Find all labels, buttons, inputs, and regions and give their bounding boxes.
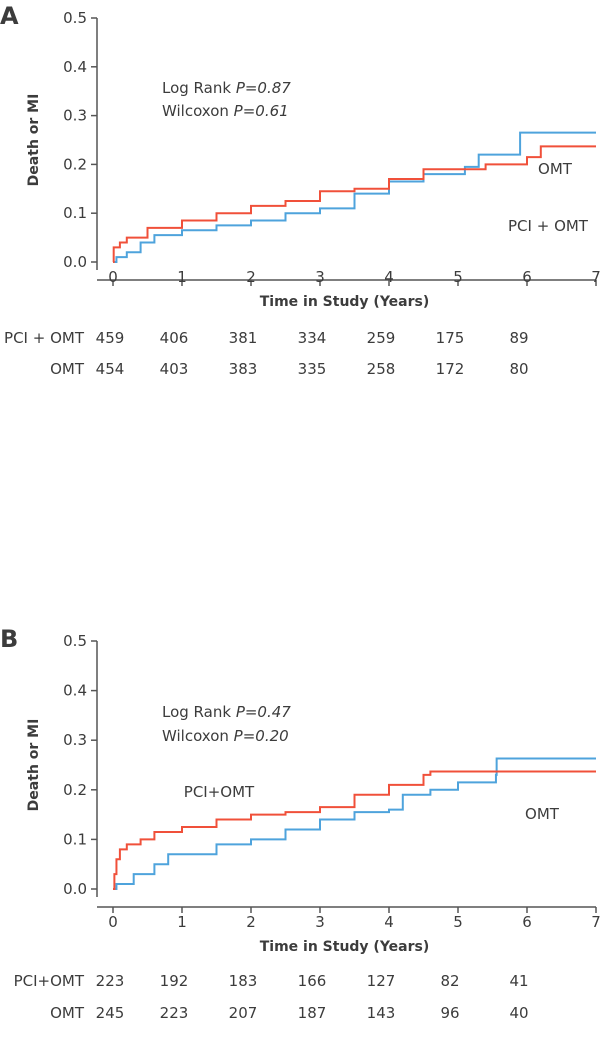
- stat-p-value: P=0.20: [234, 727, 289, 745]
- panel-a: A 0.0 0.1 0.2 0.3 0.4 0.5 0 1 2 3 4 5 6 7 Time in Study…: [0, 2, 601, 378]
- panel-label: A: [0, 2, 19, 30]
- x-tick-label: 5: [453, 913, 463, 931]
- risk-table-value: 245: [96, 1004, 125, 1022]
- risk-table-value: 166: [298, 972, 327, 990]
- risk-table-value: 172: [436, 360, 465, 378]
- risk-table-value: 223: [160, 1004, 189, 1022]
- risk-table-value: 192: [160, 972, 189, 990]
- x-tick-label: 2: [246, 268, 256, 286]
- x-tick-label: 2: [246, 913, 256, 931]
- x-tick-label: 5: [453, 268, 463, 286]
- risk-table-value: 207: [229, 1004, 258, 1022]
- series-line-omt: [113, 757, 596, 890]
- series-line-pci: [113, 770, 596, 890]
- x-tick-label: 0: [108, 913, 118, 931]
- risk-table-value: 187: [298, 1004, 327, 1022]
- risk-table-group: PCI+OMT: [14, 972, 85, 990]
- risk-table-value: 127: [367, 972, 396, 990]
- stat-p-value: P=0.61: [234, 102, 289, 120]
- stat-p-value: P=0.47: [236, 703, 291, 721]
- series-line-omt: [113, 131, 596, 263]
- risk-table-value: 259: [367, 329, 396, 347]
- y-tick-label: 0.4: [63, 682, 87, 700]
- y-axis-title: Death or MI: [26, 94, 42, 187]
- risk-table-value: 183: [229, 972, 258, 990]
- risk-table-value: 89: [509, 329, 528, 347]
- series-label-pci: PCI+OMT: [184, 783, 255, 801]
- x-tick-label: 3: [315, 268, 325, 286]
- series-label-pci: PCI + OMT: [508, 217, 589, 235]
- risk-table-value: 403: [160, 360, 189, 378]
- risk-table-value: 406: [160, 329, 189, 347]
- x-axis-title: Time in Study (Years): [260, 294, 430, 310]
- stat-label: Log Rank: [162, 79, 236, 97]
- y-tick-label: 0.2: [63, 781, 87, 799]
- risk-table-value: 383: [229, 360, 258, 378]
- risk-table-value: 41: [509, 972, 528, 990]
- stat-annotation: Wilcoxon P=0.61: [162, 102, 289, 120]
- series-label-omt: OMT: [525, 805, 560, 823]
- series-line-pci: [112, 145, 596, 263]
- x-tick-label: 7: [591, 913, 601, 931]
- stat-p-value: P=0.87: [236, 79, 291, 97]
- y-tick-label: 0.4: [63, 58, 87, 76]
- risk-table-value: 454: [96, 360, 125, 378]
- panel-label: B: [0, 625, 18, 653]
- stat-label: Wilcoxon: [162, 102, 234, 120]
- risk-table-group: OMT: [50, 1004, 85, 1022]
- risk-table-group: OMT: [50, 360, 85, 378]
- risk-table-value: 143: [367, 1004, 396, 1022]
- stat-label: Wilcoxon: [162, 727, 234, 745]
- y-tick-label: 0.3: [63, 107, 87, 125]
- x-tick-label: 1: [177, 913, 187, 931]
- x-tick-label: 6: [522, 268, 532, 286]
- x-tick-label: 1: [177, 268, 187, 286]
- risk-table-value: 82: [440, 972, 459, 990]
- risk-table-value: 223: [96, 972, 125, 990]
- stat-annotation: Log Rank P=0.47: [162, 703, 291, 721]
- risk-table-value: 381: [229, 329, 258, 347]
- panel-b: B 0.0 0.1 0.2 0.3 0.4 0.5 0 1 2 3 4 5 6 7 Time in Study…: [0, 625, 601, 1022]
- y-tick-label: 0.1: [63, 204, 87, 222]
- y-tick-label: 0.0: [63, 253, 87, 271]
- y-tick-label: 0.0: [63, 880, 87, 898]
- risk-table-value: 334: [298, 329, 327, 347]
- stat-label: Log Rank: [162, 703, 236, 721]
- risk-table-value: 335: [298, 360, 327, 378]
- risk-table-value: 80: [509, 360, 528, 378]
- series-label-omt: OMT: [538, 160, 573, 178]
- y-axis-title: Death or MI: [26, 719, 42, 812]
- y-tick-label: 0.3: [63, 731, 87, 749]
- stat-annotation: Log Rank P=0.87: [162, 79, 291, 97]
- x-tick-label: 6: [522, 913, 532, 931]
- risk-table-value: 40: [509, 1004, 528, 1022]
- y-tick-label: 0.5: [63, 632, 87, 650]
- y-tick-label: 0.1: [63, 830, 87, 848]
- stat-annotation: Wilcoxon P=0.20: [162, 727, 289, 745]
- y-tick-label: 0.2: [63, 155, 87, 173]
- x-tick-label: 4: [384, 268, 394, 286]
- x-axis-title: Time in Study (Years): [260, 939, 430, 955]
- risk-table-value: 175: [436, 329, 465, 347]
- risk-table-value: 96: [440, 1004, 459, 1022]
- x-tick-label: 7: [591, 268, 601, 286]
- risk-table-value: 258: [367, 360, 396, 378]
- risk-table-group: PCI + OMT: [4, 329, 85, 347]
- risk-table-value: 459: [96, 329, 125, 347]
- x-tick-label: 4: [384, 913, 394, 931]
- x-tick-label: 0: [108, 268, 118, 286]
- x-tick-label: 3: [315, 913, 325, 931]
- y-tick-label: 0.5: [63, 9, 87, 27]
